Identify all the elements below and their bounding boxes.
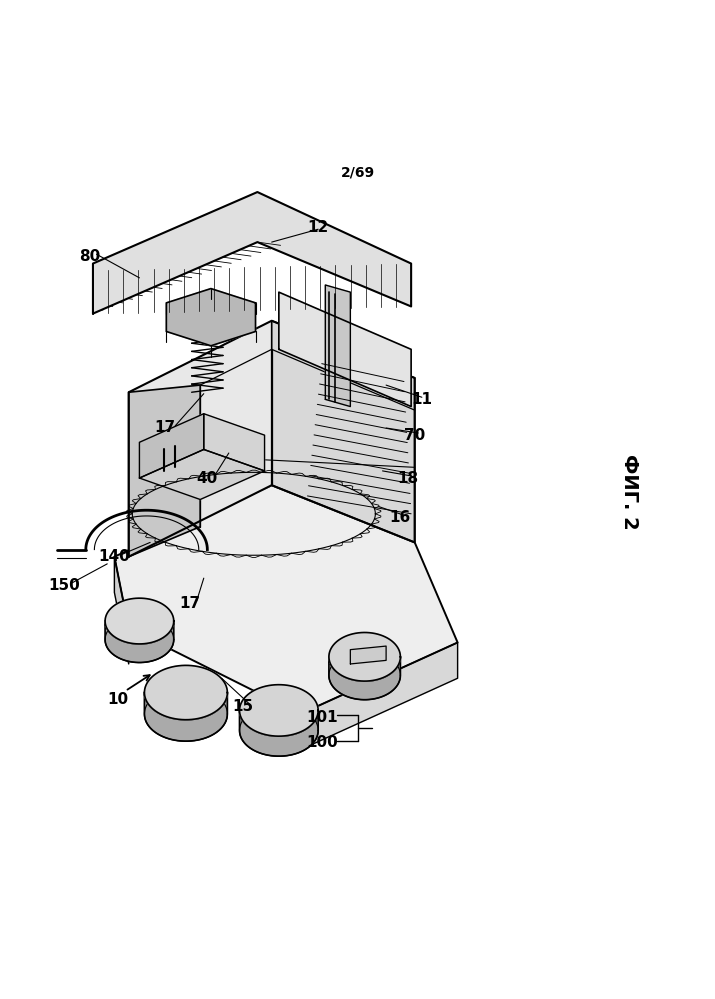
Text: 140: 140 [99,549,130,564]
Text: 17: 17 [154,421,175,436]
Polygon shape [129,385,200,556]
Text: 18: 18 [397,471,418,486]
Text: 2/69: 2/69 [340,165,375,179]
Text: 11: 11 [411,392,433,407]
Polygon shape [329,632,400,681]
Polygon shape [204,414,265,471]
Polygon shape [139,414,204,479]
Polygon shape [240,710,318,756]
Polygon shape [279,292,411,407]
Polygon shape [240,684,318,736]
Polygon shape [93,192,411,314]
Text: 17: 17 [179,595,200,610]
Polygon shape [350,646,386,664]
Text: 100: 100 [306,735,337,750]
Polygon shape [325,285,350,407]
Polygon shape [300,642,458,750]
Polygon shape [105,621,174,662]
Polygon shape [272,321,415,542]
Text: 12: 12 [307,221,329,236]
Text: ФИГ. 2: ФИГ. 2 [620,455,638,530]
Polygon shape [105,598,174,644]
Polygon shape [144,665,227,719]
Polygon shape [240,704,318,756]
Polygon shape [329,651,400,699]
Polygon shape [144,687,227,741]
Text: 16: 16 [390,509,411,524]
Text: 15: 15 [232,699,254,714]
Text: 101: 101 [306,710,337,725]
Polygon shape [114,486,458,714]
Polygon shape [129,321,415,556]
Text: 150: 150 [49,577,80,592]
Polygon shape [105,616,174,662]
Text: 80: 80 [79,249,100,264]
Polygon shape [139,450,265,500]
Polygon shape [167,289,255,346]
Polygon shape [329,656,400,699]
Text: 10: 10 [107,692,129,707]
Text: 40: 40 [197,471,218,486]
Polygon shape [144,692,227,741]
Polygon shape [114,556,129,664]
Text: 70: 70 [404,428,425,443]
